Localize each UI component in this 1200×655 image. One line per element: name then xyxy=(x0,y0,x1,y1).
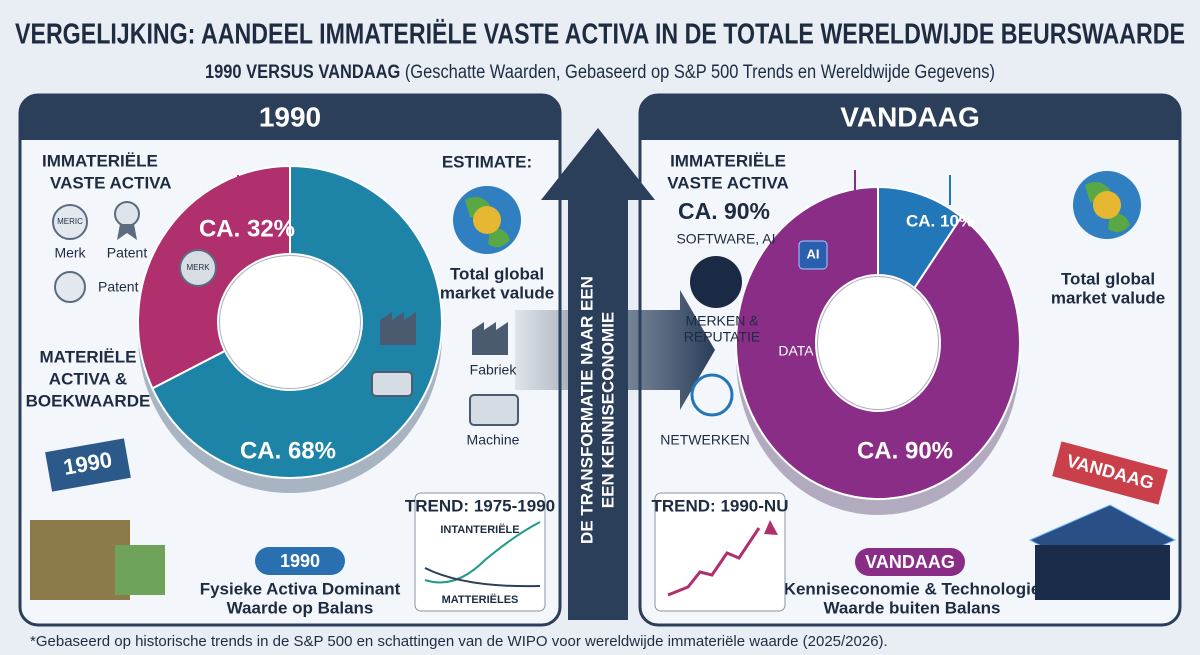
globe xyxy=(465,196,510,248)
arrow-text: EEN KENNISECONOMIE xyxy=(598,312,617,508)
sign xyxy=(1052,441,1168,505)
segment-label: CA. 10% xyxy=(906,211,974,230)
money-stack xyxy=(30,520,130,600)
heading: VASTE ACTIVA xyxy=(50,173,172,192)
factory-icon xyxy=(380,312,416,345)
icon-label: REPUTATIE xyxy=(684,329,761,345)
trend-title: TREND: 1990-NU xyxy=(652,496,789,515)
factory-icon xyxy=(472,322,508,355)
icon xyxy=(690,256,742,308)
machine-icon xyxy=(371,371,413,397)
icon xyxy=(179,249,217,287)
panel-header xyxy=(640,95,1180,140)
globe-label: market valude xyxy=(440,283,554,302)
icon xyxy=(54,271,86,303)
trend-title: TREND: 1975-1990 xyxy=(405,496,555,515)
sign xyxy=(45,438,131,492)
heading: VASTE ACTIVA xyxy=(667,173,789,192)
icon-text: MERIC xyxy=(57,217,83,226)
segment-label: CA. 90% xyxy=(857,437,953,464)
badge xyxy=(855,548,965,576)
heading: MATERIËLE xyxy=(40,347,137,366)
footnote: *Gebaseerd op historische trends in de S… xyxy=(30,633,888,650)
heading: ACTIVA & xyxy=(49,369,127,388)
icon xyxy=(798,240,828,270)
trend-line xyxy=(424,521,541,584)
donut-hole xyxy=(220,256,360,388)
globe xyxy=(473,206,501,234)
caption: Fysieke Activa Dominant xyxy=(200,579,401,598)
trend-line xyxy=(424,567,541,588)
icon xyxy=(114,201,140,227)
globe-label: Total global xyxy=(450,264,544,283)
trend-box xyxy=(654,492,786,612)
icon-label: SOFTWARE, AI xyxy=(676,231,775,247)
trend-line xyxy=(667,527,761,597)
asset-label: Fabriek xyxy=(470,362,518,378)
panel-title: VANDAAG xyxy=(840,101,979,132)
intangible-share: CA. 90% xyxy=(678,198,770,224)
estimate: ESTIMATE: xyxy=(442,152,532,171)
asset-label: Machine xyxy=(467,432,520,448)
icon xyxy=(52,204,88,240)
globe-label: market valude xyxy=(1051,288,1165,307)
icon-label: Patent xyxy=(98,279,139,295)
donut-hole xyxy=(818,277,938,409)
machine-icon xyxy=(469,394,519,426)
badge-text: 1990 xyxy=(280,551,320,571)
icon xyxy=(690,373,734,417)
subtitle-text: (Geschatte Waarden, Gebaseerd op S&P 500… xyxy=(405,62,995,83)
panel-header xyxy=(20,95,560,140)
trend-label: MATTERIËLES xyxy=(442,593,519,606)
globe xyxy=(1093,191,1121,219)
globe-label: Total global xyxy=(1061,269,1155,288)
chip xyxy=(1035,545,1170,600)
trend-arrow xyxy=(764,520,778,535)
globe xyxy=(1085,181,1130,233)
subtitle: 1990 VERSUS VANDAAG (Geschatte Waarden, … xyxy=(205,62,995,83)
caption: Kenniseconomie & Technologie xyxy=(784,579,1041,598)
segment-label: CA. 68% xyxy=(240,437,336,464)
icon-text: MERK xyxy=(186,263,210,272)
heading: BOEKWAARDE xyxy=(26,391,151,410)
icon-label: Merk xyxy=(54,245,86,261)
subtitle-bold: 1990 VERSUS VANDAAG xyxy=(205,62,400,83)
heading: IMMATERIËLE xyxy=(670,151,786,170)
segment-label: CA. 32% xyxy=(199,215,295,242)
money-stack xyxy=(115,545,165,595)
trend-label: INTANTERIËLE xyxy=(440,523,519,536)
arrow-text: DE TRANSFORMATIE NAAR EEN xyxy=(577,276,596,544)
title: VERGELIJKING: AANDEEL IMMATERIËLE VASTE … xyxy=(15,18,1185,51)
badge-text: VANDAAG xyxy=(865,552,955,572)
arrow-label: DE TRANSFORMATIE NAAR EEN EEN KENNISECON… xyxy=(577,276,617,544)
caption: Waarde op Balans xyxy=(227,598,374,617)
caption: Waarde buiten Balans xyxy=(824,598,1001,617)
donut-segment xyxy=(151,164,443,479)
icon-label: Patent xyxy=(107,245,148,261)
icon-label: MERKEN & xyxy=(685,313,759,329)
icon-label: NETWERKEN xyxy=(660,432,749,448)
icon-label: DATA xyxy=(778,343,814,359)
badge xyxy=(255,547,345,575)
icon-text: AI xyxy=(807,246,820,261)
heading: IMMATERIËLE xyxy=(42,151,158,170)
icon xyxy=(117,224,137,240)
panel-title: 1990 xyxy=(259,101,321,132)
vertical-arrow xyxy=(541,128,655,620)
